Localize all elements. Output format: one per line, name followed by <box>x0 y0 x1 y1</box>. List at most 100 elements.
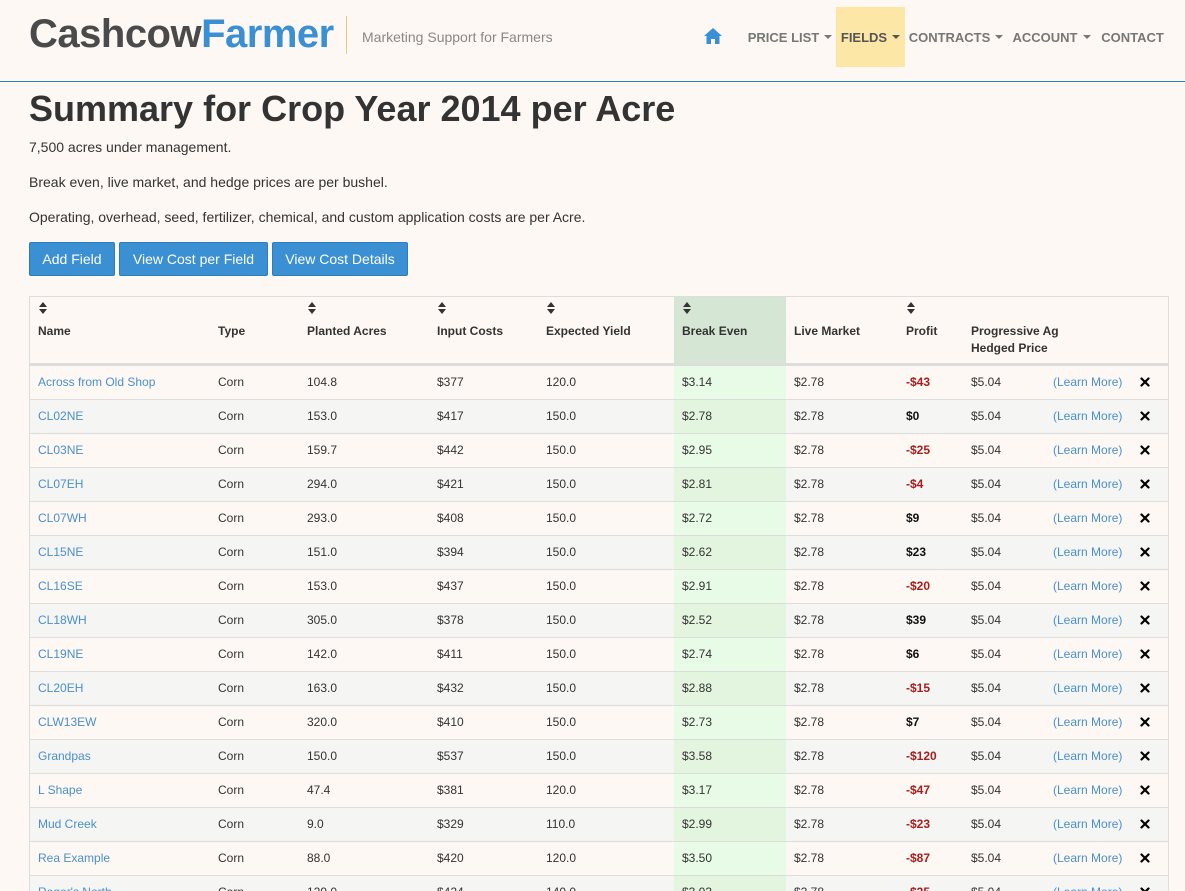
field-name-link[interactable]: CL20EH <box>38 681 84 695</box>
field-name-link[interactable]: Mud Creek <box>38 817 97 831</box>
field-break-even-cell: $2.88 <box>682 672 712 705</box>
field-name-link[interactable]: CL15NE <box>38 545 84 559</box>
close-icon[interactable] <box>1140 479 1150 489</box>
field-hedged-price: $5.04 <box>971 715 1002 729</box>
field-name-link[interactable]: Roger's North <box>38 885 112 891</box>
learn-more-link[interactable]: (Learn More) <box>1053 681 1123 695</box>
field-name-link[interactable]: Across from Old Shop <box>38 375 156 389</box>
nav-price-list[interactable]: PRICE LIST <box>744 7 836 67</box>
learn-more-link[interactable]: (Learn More) <box>1053 545 1123 559</box>
learn-more-cell: (Learn More) <box>1053 740 1122 773</box>
learn-more-cell: (Learn More) <box>1053 400 1122 433</box>
close-icon[interactable] <box>1140 615 1150 625</box>
col-live-header: Live Market <box>786 297 898 363</box>
view-cost-per-field-button[interactable]: View Cost per Field <box>119 242 268 276</box>
sort-icon[interactable] <box>907 302 915 314</box>
break-even-cell <box>674 740 786 773</box>
close-icon[interactable] <box>1140 785 1150 795</box>
close-icon[interactable] <box>1140 819 1150 829</box>
sort-icon[interactable] <box>547 302 555 314</box>
field-expected-yield: 120.0 <box>546 783 577 797</box>
field-name-link[interactable]: CL18WH <box>38 613 87 627</box>
close-icon[interactable] <box>1140 445 1150 455</box>
field-name-link[interactable]: L Shape <box>38 783 83 797</box>
learn-more-link[interactable]: (Learn More) <box>1053 409 1123 423</box>
close-icon[interactable] <box>1140 547 1150 557</box>
field-name-link[interactable]: Rea Example <box>38 851 111 865</box>
nav-fields[interactable]: FIELDS <box>836 7 905 67</box>
close-icon[interactable] <box>1140 649 1150 659</box>
close-icon[interactable] <box>1140 887 1150 891</box>
brand-part1: Cashcow <box>29 12 202 56</box>
col-breakeven-header[interactable]: Break Even <box>674 297 786 363</box>
field-hedged-price: $5.04 <box>971 749 1002 763</box>
field-name-link[interactable]: CL16SE <box>38 579 83 593</box>
col-acres-header[interactable]: Planted Acres <box>299 297 429 363</box>
col-profit-header[interactable]: Profit <box>898 297 963 363</box>
close-icon[interactable] <box>1140 377 1150 387</box>
field-break-even-cell: $3.50 <box>682 842 712 875</box>
sort-icon[interactable] <box>308 302 316 314</box>
col-yield-header[interactable]: Expected Yield <box>538 297 674 363</box>
field-name-link[interactable]: CL03NE <box>38 443 84 457</box>
nav-contact[interactable]: CONTACT <box>1096 7 1169 67</box>
brand-logo[interactable]: CashcowFarmer <box>29 12 334 57</box>
close-icon[interactable] <box>1140 717 1150 727</box>
field-acres: 9.0 <box>307 817 324 831</box>
sort-icon[interactable] <box>438 302 446 314</box>
close-icon[interactable] <box>1140 751 1150 761</box>
learn-more-link[interactable]: (Learn More) <box>1053 715 1123 729</box>
learn-more-link[interactable]: (Learn More) <box>1053 851 1123 865</box>
home-icon[interactable] <box>703 27 723 45</box>
field-profit-cell: -$15 <box>906 672 930 705</box>
nav-price-list-label: PRICE LIST <box>747 29 820 45</box>
field-input-costs: $437 <box>437 579 464 593</box>
add-field-button[interactable]: Add Field <box>29 242 115 276</box>
learn-more-link[interactable]: (Learn More) <box>1053 511 1123 525</box>
learn-more-link[interactable]: (Learn More) <box>1053 443 1123 457</box>
field-name-link[interactable]: Grandpas <box>38 749 91 763</box>
chevron-down-icon <box>1082 35 1091 39</box>
sort-icon[interactable] <box>39 302 47 314</box>
field-name-link-cell: CL15NE <box>38 536 83 569</box>
col-live-label: Live Market <box>794 324 861 338</box>
field-type-cell: Corn <box>218 434 244 467</box>
learn-more-link[interactable]: (Learn More) <box>1053 477 1123 491</box>
learn-more-link[interactable]: (Learn More) <box>1053 749 1123 763</box>
sort-icon[interactable] <box>683 302 691 314</box>
page-title: Summary for Crop Year 2014 per Acre <box>29 88 676 129</box>
learn-more-link[interactable]: (Learn More) <box>1053 375 1123 389</box>
field-expected-yield: 110.0 <box>546 817 576 831</box>
col-name-header[interactable]: Name <box>30 297 210 363</box>
nav-account[interactable]: ACCOUNT <box>1007 7 1096 67</box>
field-name-link[interactable]: CL07EH <box>38 477 84 491</box>
close-icon[interactable] <box>1140 513 1150 523</box>
col-input-header[interactable]: Input Costs <box>429 297 538 363</box>
field-profit-cell: -$43 <box>906 366 930 399</box>
field-profit-cell: -$35 <box>906 876 930 891</box>
field-name-link[interactable]: CL02NE <box>38 409 84 423</box>
field-input-costs-cell: $408 <box>437 502 464 535</box>
field-break-even: $2.74 <box>682 647 713 661</box>
close-icon[interactable] <box>1140 853 1150 863</box>
acres-text: 7,500 acres under management. <box>29 139 232 155</box>
close-icon[interactable] <box>1140 683 1150 693</box>
field-break-even-cell: $3.58 <box>682 740 712 773</box>
close-icon[interactable] <box>1140 411 1150 421</box>
close-icon[interactable] <box>1140 581 1150 591</box>
field-name-link[interactable]: CLW13EW <box>38 715 97 729</box>
learn-more-link[interactable]: (Learn More) <box>1053 579 1123 593</box>
field-break-even-cell: $2.91 <box>682 570 712 603</box>
field-name-link[interactable]: CL19NE <box>38 647 84 661</box>
learn-more-link[interactable]: (Learn More) <box>1053 817 1123 831</box>
view-cost-details-button[interactable]: View Cost Details <box>272 242 408 276</box>
learn-more-link[interactable]: (Learn More) <box>1053 613 1123 627</box>
learn-more-link[interactable]: (Learn More) <box>1053 647 1123 661</box>
field-hedged-price: $5.04 <box>971 885 1001 891</box>
field-break-even-cell: $2.62 <box>682 536 712 569</box>
learn-more-link[interactable]: (Learn More) <box>1053 783 1123 797</box>
nav-contracts[interactable]: CONTRACTS <box>905 7 1007 67</box>
field-input-costs: $432 <box>437 681 464 695</box>
learn-more-link[interactable]: (Learn More) <box>1053 885 1122 891</box>
field-name-link[interactable]: CL07WH <box>38 511 87 525</box>
